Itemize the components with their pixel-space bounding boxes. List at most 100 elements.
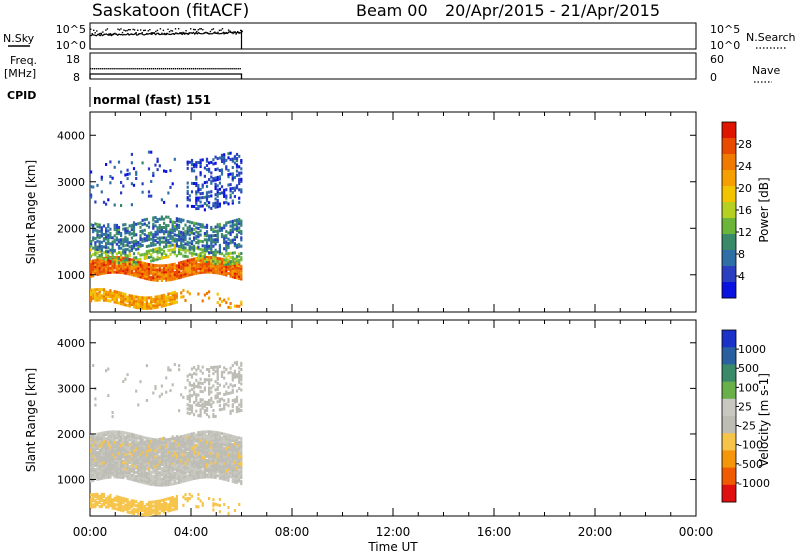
range-cell	[156, 456, 159, 460]
range-cell	[124, 299, 127, 303]
range-cell	[124, 263, 127, 267]
range-cell	[143, 449, 146, 453]
range-cell	[163, 272, 166, 276]
range-cell	[105, 241, 108, 245]
range-cell	[231, 157, 234, 161]
range-cell	[208, 465, 211, 469]
range-cell	[233, 400, 236, 404]
range-cell	[90, 299, 93, 303]
range-cell	[182, 233, 185, 237]
range-cell	[171, 228, 174, 232]
range-cell	[94, 492, 97, 496]
range-cell	[147, 437, 151, 441]
range-cell	[220, 257, 224, 261]
range-cell	[175, 292, 178, 296]
range-cell	[216, 444, 219, 448]
range-cell	[171, 293, 174, 297]
range-cell	[240, 476, 243, 479]
range-cell	[147, 306, 151, 310]
range-cell	[109, 295, 112, 299]
range-cell	[171, 478, 174, 482]
range-cell	[150, 454, 153, 458]
range-cell	[173, 475, 176, 479]
nave-point	[221, 68, 223, 70]
range-cell	[115, 292, 118, 296]
range-cell	[158, 276, 161, 280]
range-cell	[180, 230, 183, 234]
range-cell	[175, 439, 178, 443]
range-cell	[126, 226, 129, 230]
range-cell	[98, 501, 101, 504]
range-cell	[150, 265, 153, 269]
range-cell	[111, 415, 114, 419]
range-cell	[231, 178, 234, 182]
range-cell	[126, 270, 129, 273]
range-cell	[186, 448, 189, 452]
range-cell	[96, 452, 99, 456]
range-cell	[171, 383, 174, 387]
range-cell	[143, 452, 146, 455]
range-cell	[169, 267, 172, 271]
range-cell	[94, 269, 97, 273]
range-cell	[122, 501, 125, 505]
range-cell	[186, 255, 189, 259]
range-cell	[193, 238, 196, 242]
range-cell	[115, 434, 118, 438]
range-cell	[100, 267, 103, 271]
nsearch-point	[117, 28, 119, 30]
range-cell	[113, 234, 116, 238]
range-cell	[193, 366, 196, 369]
range-cell	[225, 258, 228, 262]
range-cell	[233, 375, 236, 379]
range-cell	[92, 267, 95, 271]
range-cell	[190, 227, 194, 231]
range-cell	[109, 262, 112, 266]
range-cell	[135, 301, 138, 305]
range-cell	[150, 267, 153, 271]
colorbar-segment	[722, 154, 736, 171]
range-cell	[90, 240, 93, 243]
range-cell	[139, 300, 142, 304]
range-cell	[235, 481, 239, 485]
range-cell	[100, 190, 103, 194]
range-cell	[223, 234, 226, 238]
range-cell	[150, 476, 153, 480]
range-cell	[195, 252, 198, 256]
range-cell	[210, 246, 213, 250]
range-cell	[233, 384, 236, 387]
range-cell	[229, 452, 232, 456]
range-cell	[240, 269, 243, 273]
range-cell	[150, 437, 153, 441]
nsearch-point	[174, 28, 177, 30]
range-cell	[94, 462, 97, 465]
range-cell	[143, 302, 146, 306]
range-cell	[220, 459, 224, 463]
range-cell	[160, 300, 163, 304]
range-cell	[130, 467, 133, 471]
range-cell	[231, 172, 234, 176]
range-cell	[208, 161, 211, 165]
range-cell	[225, 455, 228, 459]
colorbar-segment	[722, 330, 736, 348]
range-cell	[231, 461, 234, 465]
range-cell	[105, 453, 108, 457]
range-cell	[137, 304, 140, 308]
range-cell	[199, 398, 202, 402]
nave-tick-bottom: 0	[710, 71, 717, 84]
range-cell	[96, 246, 99, 249]
range-cell	[210, 462, 213, 466]
range-cell	[135, 456, 138, 460]
range-cell	[182, 254, 185, 258]
range-cell	[193, 163, 196, 167]
range-cell	[235, 218, 239, 222]
range-cell	[139, 253, 142, 257]
range-cell	[216, 392, 219, 396]
range-cell	[201, 453, 204, 457]
range-cell	[201, 223, 204, 227]
range-cell	[156, 299, 159, 303]
range-cell	[100, 462, 103, 466]
range-cell	[137, 473, 140, 477]
range-cell	[117, 232, 121, 236]
range-cell	[109, 181, 112, 185]
range-cell	[167, 240, 170, 244]
